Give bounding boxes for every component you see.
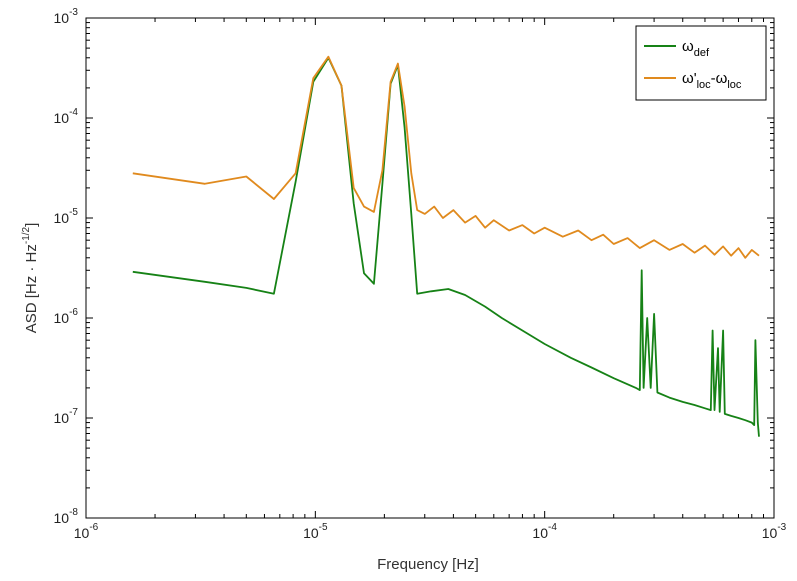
ticks-layer: 10-6 10-5 10-4 10-310-810-710-610-510-410-3 [54,7,787,541]
y-tick-label-exp-0: -8 [69,507,78,518]
legend-label-series-1: ωdef [682,38,710,59]
y-tick-label-base-4: 10 [54,110,70,126]
y-tick-label-2: 10-6 [54,307,79,326]
y-tick-label-3: 10-5 [54,207,79,226]
x-tick-label-exp-2: -4 [548,522,557,533]
x-tick-label-1: 10-5 [303,522,328,541]
legend-label-series-2-sub2: loc [727,79,742,91]
plot-frame [85,17,775,519]
y-tick-label-4: 10-4 [54,107,79,126]
y-axis-label-main: ASD [Hz · Hz [23,244,40,333]
legend-box [635,25,767,101]
x-axis-label: Frequency [Hz] [377,556,479,573]
y-tick-label-1: 10-7 [54,407,79,426]
y-tick-label-0: 10-8 [54,507,79,526]
y-tick-label-exp-3: -5 [69,207,78,218]
y-tick-label-base-1: 10 [54,410,70,426]
x-tick-label-exp-3: -3 [777,522,786,533]
y-tick-label-base-5: 10 [54,10,70,26]
legend-label-series-2: ω'loc-ωloc [682,70,742,91]
legend-label-series-2-mid: -ω [711,70,728,87]
series-line-1 [132,56,760,437]
x-tick-label-2: 10-4 [532,522,557,541]
axes-layer [85,17,775,519]
y-tick-label-5: 10-3 [54,7,79,26]
y-axis-label: ASD [Hz · Hz-1/2] [21,223,40,334]
y-tick-label-base-2: 10 [54,310,70,326]
y-axis-label-close: ] [23,223,40,227]
x-tick-label-base-3: 10 [762,525,778,541]
x-tick-label-3: 10-3 [762,522,787,541]
y-tick-label-base-0: 10 [54,510,70,526]
legend: ωdef ω'loc-ωloc [635,25,767,101]
y-axis-label-exp: -1/2 [21,226,32,244]
legend-label-series-1-main: ω [682,38,694,55]
y-tick-label-exp-5: -3 [69,7,78,18]
x-tick-label-0: 10-6 [74,522,99,541]
legend-label-series-1-sub: def [694,47,710,59]
x-tick-label-exp-0: -6 [89,522,98,533]
y-tick-label-exp-4: -4 [69,107,78,118]
legend-label-series-2-main1: ω' [682,70,697,87]
y-tick-label-exp-2: -6 [69,307,78,318]
x-tick-label-exp-1: -5 [319,522,328,533]
x-tick-label-base-2: 10 [532,525,548,541]
series-layer [132,55,760,437]
y-tick-label-exp-1: -7 [69,407,78,418]
x-tick-label-base-0: 10 [74,525,90,541]
x-tick-label-base-1: 10 [303,525,319,541]
y-tick-label-base-3: 10 [54,210,70,226]
series-line-2 [132,55,760,259]
legend-label-series-2-sub1: loc [697,79,712,91]
